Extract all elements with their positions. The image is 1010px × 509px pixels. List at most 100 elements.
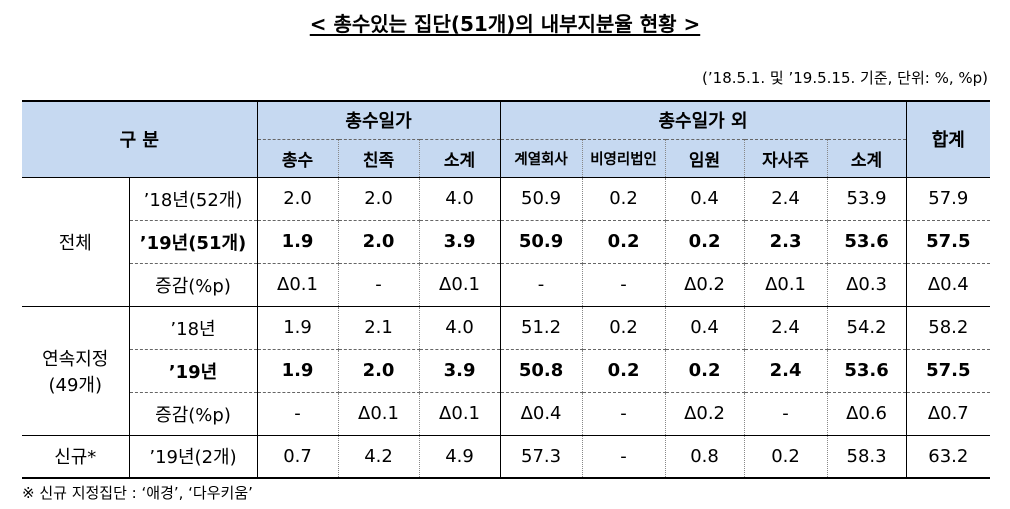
unit-note: (’18.5.1. 및 ’19.5.15. 기준, 단위: %, %p) (702, 69, 988, 87)
table-cell: 3.9 (418, 348, 501, 392)
table-cell: 0.4 (664, 176, 745, 220)
footnote: ※ 신규 지정집단 : ‘애경’, ‘다우키움’ (22, 484, 253, 502)
table-cell: 53.6 (826, 219, 907, 263)
table-cell: 4.2 (337, 434, 420, 479)
group-label: 전체 (22, 176, 129, 306)
table-cell: - (581, 262, 666, 306)
group-name: 전체 (58, 232, 92, 254)
table-cell: 57.5 (905, 219, 991, 263)
table-cell: 2.0 (256, 176, 339, 220)
table-cell: 2.4 (743, 305, 828, 349)
table-cell: Δ0.1 (418, 262, 501, 306)
table-cell: 0.2 (581, 305, 666, 349)
table-cell: Δ0.1 (256, 262, 339, 306)
table-cell: 50.9 (499, 176, 583, 220)
table-cell: 50.8 (499, 348, 583, 392)
table-cell: 57.5 (905, 348, 991, 392)
table-cell: 4.0 (418, 176, 501, 220)
table-cell: 0.2 (664, 219, 745, 263)
col-header: 비영리법인 (581, 138, 666, 177)
table-cell: 57.3 (499, 434, 583, 479)
col-header: 총수 (256, 138, 339, 177)
table-cell: Δ0.4 (905, 262, 991, 306)
table-cell: 2.0 (337, 219, 420, 263)
table-cell: 2.3 (743, 219, 828, 263)
table-cell: 58.3 (826, 434, 907, 479)
table-cell: 0.4 (664, 305, 745, 349)
table-cell: Δ0.4 (499, 391, 583, 435)
table-cell: 0.7 (256, 434, 339, 479)
table-row: 신규* ’19년(2개) 0.7 4.2 4.9 57.3-0.8 0.2 58.3 63.2 (22, 434, 991, 479)
table-cell: - (256, 391, 339, 435)
table-row: 증감(%p) - Δ0.1 Δ0.1 Δ0.4- Δ0.2- Δ0.6 Δ0.7 (22, 391, 991, 435)
table-cell: 2.0 (337, 176, 420, 220)
table-cell: 1.9 (256, 305, 339, 349)
table-cell: 53.6 (826, 348, 907, 392)
table-cell: 0.2 (664, 348, 745, 392)
table-cell: 2.4 (743, 348, 828, 392)
table-cell: - (743, 391, 828, 435)
table-cell: 1.9 (256, 219, 339, 263)
table-cell: Δ0.3 (826, 262, 907, 306)
table-cell: 53.9 (826, 176, 907, 220)
table-cell: - (581, 391, 666, 435)
table-cell: 0.8 (664, 434, 745, 479)
table-cell: 58.2 (905, 305, 991, 349)
total-header: 합계 (905, 100, 991, 177)
table-row: ’19년 1.9 2.0 3.9 50.8 0.2 0.2 2.4 53.6 57.5 (22, 348, 991, 392)
table-cell: Δ0.1 (337, 391, 420, 435)
table-cell: 0.2 (743, 434, 828, 479)
row-label: 증감(%p) (128, 262, 258, 306)
table-cell: Δ0.2 (664, 262, 745, 306)
table-cell: 54.2 (826, 305, 907, 349)
table-row: 증감(%p) Δ0.1- Δ0.1- - Δ0.2 Δ0.1 Δ0.3 Δ0.4 (22, 262, 991, 306)
ownership-table: 구 분 총수일가 총수일가 외 합계 총수 친족 소계 계열회사 비영리법인 임… (22, 100, 991, 479)
table-cell: 2.0 (337, 348, 420, 392)
col-header: 임원 (664, 138, 745, 177)
table-cell: 1.9 (256, 348, 339, 392)
family-header: 총수일가 (256, 100, 501, 139)
table-cell: 0.2 (581, 176, 666, 220)
table-cell: Δ0.2 (664, 391, 745, 435)
table-cell: Δ0.1 (418, 391, 501, 435)
row-label: 증감(%p) (128, 391, 258, 435)
col-header: 친족 (337, 138, 420, 177)
col-header: 계열회사 (499, 138, 583, 177)
table-cell: Δ0.1 (743, 262, 828, 306)
table-cell: 2.4 (743, 176, 828, 220)
group-name: 신규* (54, 447, 97, 469)
table-cell: Δ0.7 (905, 391, 991, 435)
table-cell: 2.1 (337, 305, 420, 349)
row-label: ’18년 (128, 305, 258, 349)
table-cell: Δ0.6 (826, 391, 907, 435)
col-header: 소계 (826, 138, 907, 177)
table-cell: - (337, 262, 420, 306)
table-cell: - (499, 262, 583, 306)
table-cell: 4.0 (418, 305, 501, 349)
sub-header-row: 총수 친족 소계 계열회사 비영리법인 임원 자사주 소계 (22, 138, 990, 177)
table-cell: 50.9 (499, 219, 583, 263)
group-count: (49개) (48, 374, 102, 396)
col-header: 소계 (418, 138, 501, 177)
table-cell: 0.2 (581, 348, 666, 392)
table-cell: 3.9 (418, 219, 501, 263)
table-cell: 4.9 (418, 434, 501, 479)
category-header: 구 분 (22, 100, 258, 177)
table-cell: - (581, 434, 666, 479)
table-cell: 63.2 (905, 434, 991, 479)
row-label: ’19년(51개) (128, 219, 258, 263)
row-label: ’19년 (128, 348, 258, 392)
table-row: ’19년(51개) 1.9 2.0 3.9 50.9 0.2 0.2 2.3 53.6 57.5 (22, 219, 991, 263)
group-name: 연속지정 (42, 348, 109, 370)
row-label: ’18년(52개) (128, 176, 258, 220)
table-cell: 0.2 (581, 219, 666, 263)
group-label: 연속지정 (49개) (22, 305, 129, 435)
col-header: 자사주 (743, 138, 828, 177)
other-header: 총수일가 외 (499, 100, 907, 139)
table-row: 전체 ’18년(52개) 2.0 2.0 4.0 50.9 0.2 0.4 2.4 53.9 57.… (22, 176, 991, 306)
table-cell: 51.2 (499, 305, 583, 349)
group-label: 신규* (22, 434, 129, 479)
table-body: 전체 ’18년(52개) 2.0 2.0 4.0 50.9 0.2 0.4 2.4 53.9 57.… (22, 176, 991, 479)
table-cell: 57.9 (905, 176, 991, 220)
row-label: ’19년(2개) (128, 434, 258, 479)
